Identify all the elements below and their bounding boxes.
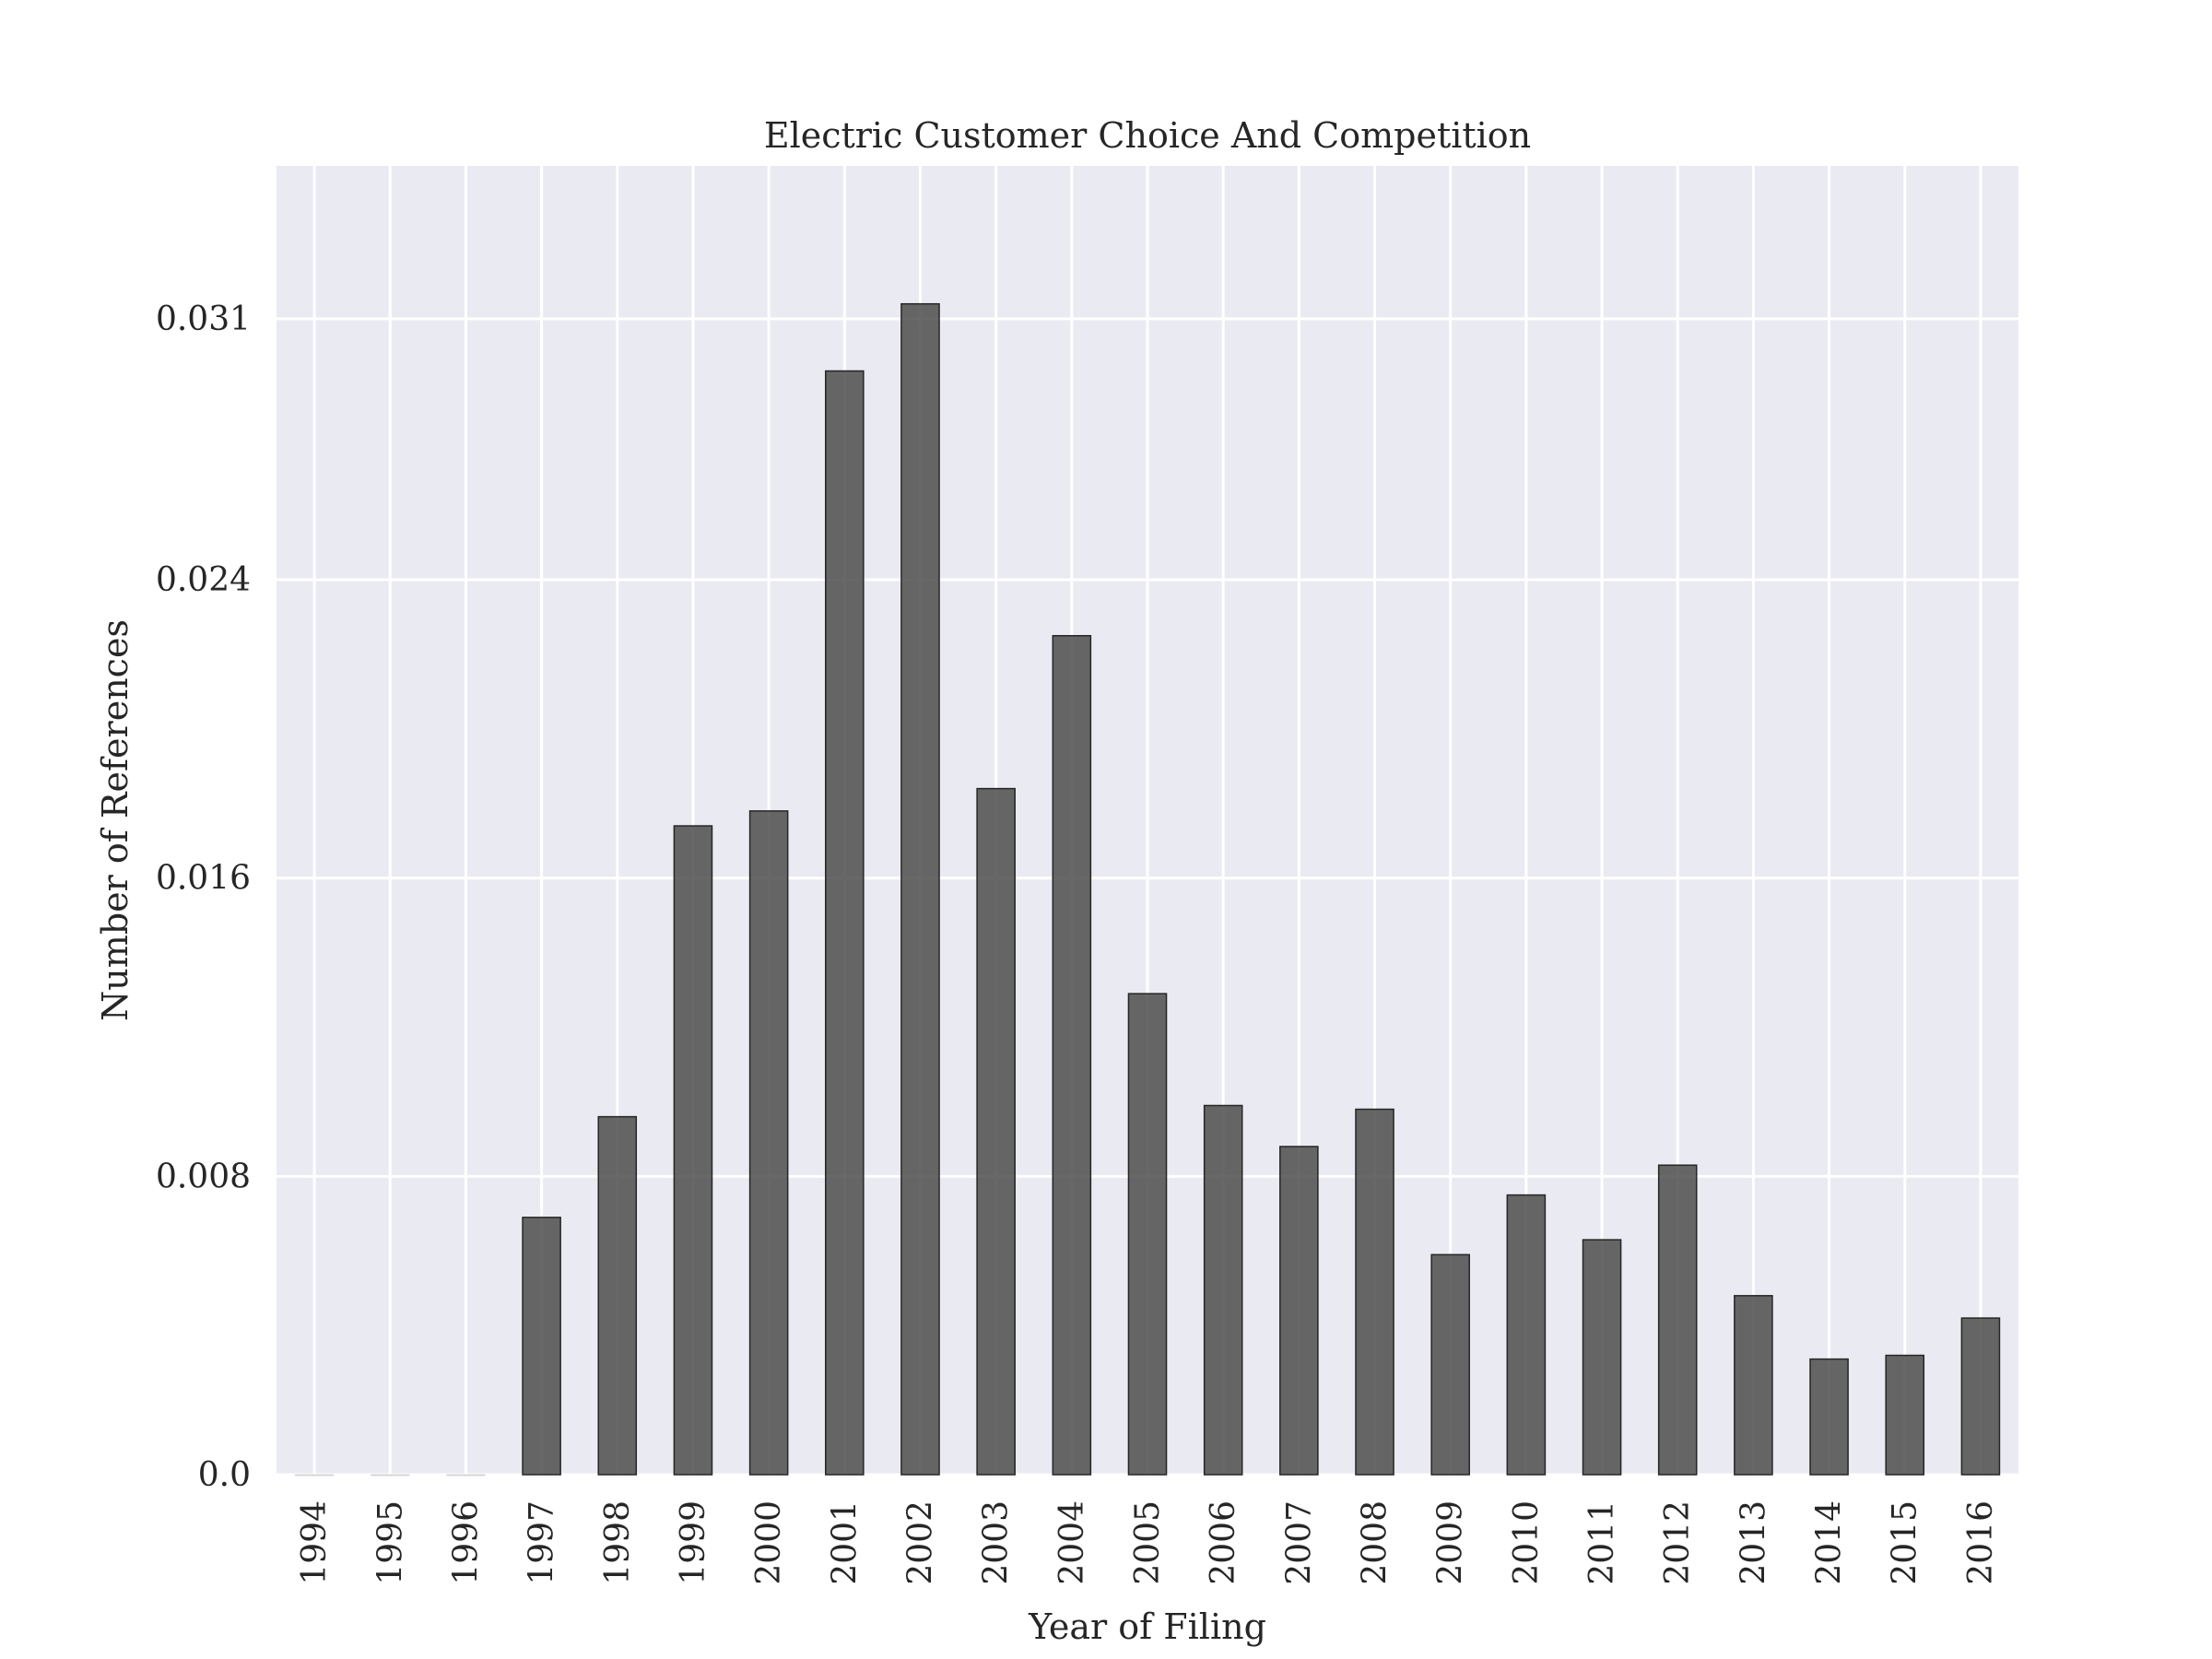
x-tick-label: 2009 (1432, 1500, 1470, 1585)
x-tick-label: 2001 (826, 1500, 864, 1585)
x-tick-label: 1996 (447, 1500, 485, 1585)
x-tick-label: 2013 (1735, 1500, 1772, 1585)
x-tick-label: 2012 (1659, 1500, 1697, 1585)
bar-2000 (748, 810, 789, 1476)
bar-1996 (446, 1474, 486, 1477)
y-axis-label: Number of References (95, 619, 135, 1021)
x-tick-label: 1999 (675, 1500, 712, 1585)
bar-1994 (294, 1474, 335, 1477)
x-tick-label: 2011 (1583, 1500, 1621, 1585)
bar-1997 (522, 1217, 561, 1476)
x-tick-label: 2014 (1811, 1500, 1849, 1585)
y-tick-label: 0.024 (156, 561, 251, 599)
x-tick-label: 2006 (1205, 1500, 1242, 1585)
x-tick-label: 1995 (371, 1500, 409, 1585)
bar-2014 (1809, 1358, 1849, 1476)
y-tick-labels: 0.0 0.008 0.016 0.024 0.031 (156, 300, 251, 1494)
bar-2005 (1127, 993, 1168, 1476)
x-tick-label: 2007 (1280, 1500, 1318, 1585)
bar-2010 (1506, 1194, 1547, 1476)
bar-2006 (1203, 1104, 1243, 1476)
bar-2002 (900, 302, 940, 1476)
x-tick-label: 2010 (1508, 1500, 1546, 1585)
bar-2004 (1052, 634, 1092, 1476)
bar-2016 (1960, 1317, 2001, 1476)
bar-2007 (1279, 1146, 1319, 1476)
bar-2003 (976, 787, 1016, 1476)
y-tick-label: 0.016 (156, 860, 251, 898)
chart-title: Electric Customer Choice And Competition (764, 115, 1531, 156)
x-tick-label: 2004 (1053, 1500, 1091, 1585)
x-tick-label: 1998 (599, 1500, 637, 1585)
y-tick-label: 0.031 (156, 300, 251, 338)
bar-2009 (1430, 1253, 1470, 1476)
bar-1998 (597, 1115, 638, 1476)
x-tick-labels: 1994 1995 1996 1997 1998 1999 2000 2001 2002 2003… (296, 1500, 2000, 1585)
bar-2012 (1657, 1164, 1698, 1476)
x-tick-label: 2002 (901, 1500, 939, 1585)
bar-2001 (825, 370, 865, 1476)
x-tick-label: 2003 (978, 1500, 1016, 1585)
x-tick-label: 2005 (1129, 1500, 1167, 1585)
x-tick-label: 2000 (750, 1500, 788, 1585)
y-tick-label: 0.008 (156, 1158, 251, 1195)
bar-1999 (673, 825, 713, 1476)
y-tick-label: 0.0 (198, 1456, 251, 1494)
x-tick-label: 2008 (1357, 1500, 1394, 1585)
x-tick-label: 1997 (524, 1500, 561, 1585)
bar-2008 (1355, 1108, 1394, 1476)
bar-2011 (1582, 1239, 1622, 1476)
x-tick-label: 2015 (1887, 1500, 1924, 1585)
bar-1995 (370, 1474, 410, 1477)
bar-2015 (1885, 1354, 1925, 1476)
x-tick-label: 2016 (1962, 1500, 2000, 1585)
bar-2013 (1734, 1295, 1773, 1476)
bars (294, 302, 2001, 1477)
x-axis-label: Year of Filing (1028, 1606, 1266, 1647)
x-tick-label: 1994 (296, 1500, 334, 1585)
